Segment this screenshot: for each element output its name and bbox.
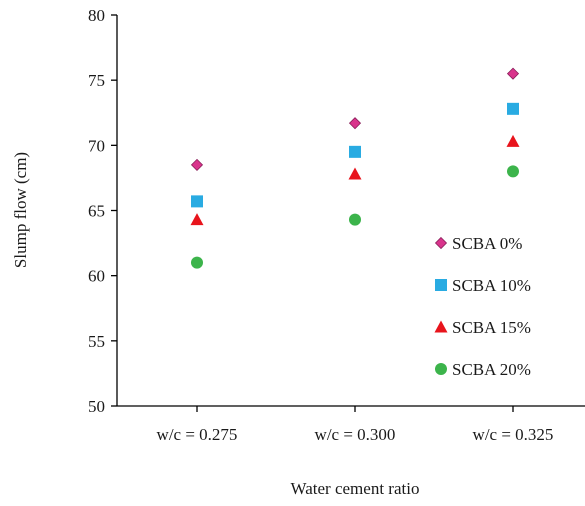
y-tick-label: 55 <box>88 332 105 351</box>
y-ticks: 50 55 60 65 70 75 80 <box>88 6 117 416</box>
y-tick-label: 50 <box>88 397 105 416</box>
x-tick-label: w/c = 0.300 <box>315 425 396 444</box>
point-scba-10 <box>349 145 361 158</box>
point-scba-20 <box>349 213 361 226</box>
legend-label-scba-10: SCBA 10% <box>452 276 531 295</box>
legend-marker-scba-10 <box>435 279 447 291</box>
legend-label-scba-20: SCBA 20% <box>452 360 531 379</box>
x-axis-title: Water cement ratio <box>291 479 420 498</box>
x-tick-label: w/c = 0.275 <box>157 425 238 444</box>
legend-marker-scba-15 <box>434 320 448 333</box>
legend: SCBA 0% SCBA 10% SCBA 15% SCBA 20% <box>434 234 531 379</box>
x-ticks: w/c = 0.275 w/c = 0.300 w/c = 0.325 <box>157 406 554 444</box>
legend-label-scba-0: SCBA 0% <box>452 234 522 253</box>
point-scba-10 <box>507 102 519 115</box>
legend-marker-scba-20 <box>435 363 447 375</box>
legend-marker-scba-0 <box>434 236 448 250</box>
legend-label-scba-15: SCBA 15% <box>452 318 531 337</box>
y-tick-label: 80 <box>88 6 105 25</box>
point-scba-20 <box>507 165 519 178</box>
point-scba-20 <box>191 256 203 269</box>
data-points <box>190 67 520 269</box>
y-tick-label: 75 <box>88 71 105 90</box>
y-tick-label: 65 <box>88 202 105 221</box>
y-axis-title: Slump flow (cm) <box>11 152 30 268</box>
point-scba-15 <box>348 167 362 180</box>
y-tick-label: 60 <box>88 267 105 286</box>
point-scba-15 <box>190 213 204 226</box>
x-tick-label: w/c = 0.325 <box>473 425 554 444</box>
point-scba-0 <box>348 117 362 130</box>
y-tick-label: 70 <box>88 136 105 155</box>
point-scba-0 <box>190 158 204 171</box>
point-scba-10 <box>191 195 203 208</box>
point-scba-15 <box>506 134 520 147</box>
point-scba-0 <box>506 67 520 80</box>
